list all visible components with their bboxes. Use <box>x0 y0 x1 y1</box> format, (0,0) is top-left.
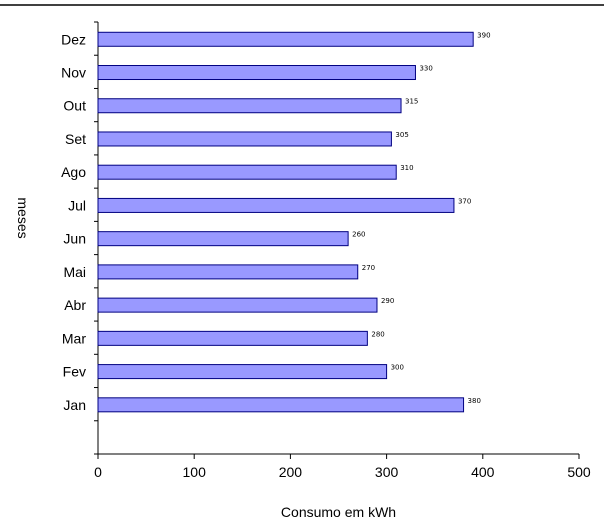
data-label: 390 <box>477 31 490 39</box>
x-axis-ticks: 0 100 200 300 400 500 <box>94 454 591 480</box>
category-label: Nov <box>61 65 86 81</box>
bar-out <box>97 98 402 114</box>
bar-nov <box>97 65 416 81</box>
data-label: 260 <box>352 231 365 239</box>
bar-fev <box>97 364 388 380</box>
y-axis-title: meses <box>15 197 31 238</box>
data-label: 270 <box>362 264 375 272</box>
category-label: Jul <box>68 197 86 213</box>
category-label: Fev <box>63 364 86 380</box>
bar-jun <box>97 231 349 247</box>
bar-set <box>97 131 392 147</box>
category-label: Mar <box>62 330 86 346</box>
bar-jul <box>97 197 455 213</box>
category-labels: Jan Fev Mar Abr Mai Jun Jul Ago Set Out Nov Dez <box>61 31 86 413</box>
category-label: Set <box>65 131 86 147</box>
bar-dez <box>97 31 474 47</box>
x-tick-label: 100 <box>183 464 207 480</box>
y-axis-ticks <box>94 21 98 455</box>
category-label: Dez <box>61 31 86 47</box>
bar-mar <box>97 330 368 346</box>
data-label: 315 <box>405 98 418 106</box>
category-label: Ago <box>61 164 86 180</box>
category-label: Abr <box>64 297 86 313</box>
data-label: 330 <box>419 65 432 73</box>
category-label: Jan <box>63 397 86 413</box>
data-label: 305 <box>395 131 408 139</box>
bar-jan <box>97 397 465 413</box>
data-label: 370 <box>458 197 471 205</box>
x-tick-label: 200 <box>279 464 303 480</box>
x-axis-title: Consumo em kWh <box>281 504 396 520</box>
bar-ago <box>97 164 397 180</box>
data-label: 290 <box>381 297 394 305</box>
x-tick-label: 0 <box>94 464 102 480</box>
data-label: 280 <box>371 330 384 338</box>
category-label: Out <box>63 98 86 114</box>
data-label: 380 <box>468 397 481 405</box>
bar-abr <box>97 297 378 313</box>
x-tick-label: 300 <box>375 464 399 480</box>
data-label: 310 <box>400 164 413 172</box>
x-tick-label: 500 <box>567 464 591 480</box>
bar-mai <box>97 264 359 280</box>
category-label: Jun <box>63 231 86 247</box>
data-labels: 380 300 280 290 270 260 370 310 305 315 330 390 <box>352 31 490 405</box>
data-label: 300 <box>391 364 404 372</box>
x-tick-label: 400 <box>471 464 495 480</box>
bars-group <box>97 31 474 413</box>
category-label: Mai <box>63 264 86 280</box>
